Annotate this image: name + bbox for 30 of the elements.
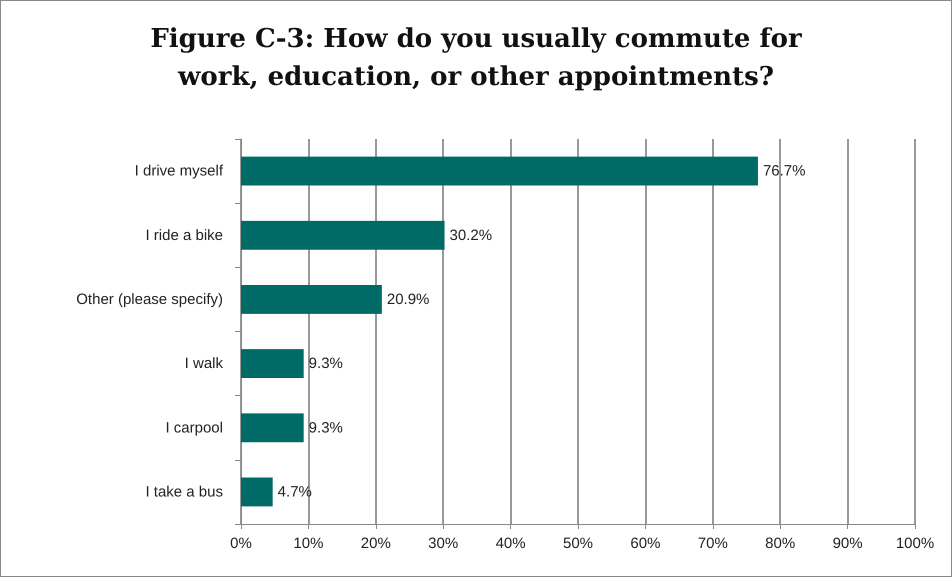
y-tick-label: I ride a bike	[145, 226, 223, 244]
bar	[241, 413, 304, 442]
y-tick-label: I drive myself	[134, 162, 224, 180]
x-tick-label: 80%	[765, 535, 796, 552]
bar	[241, 349, 304, 378]
x-tick-label: 60%	[630, 535, 660, 552]
y-tick-label: I carpool	[165, 419, 223, 436]
x-tick-label: 40%	[496, 535, 526, 552]
data-label: 76.7%	[762, 162, 806, 180]
x-tick-label: 0%	[230, 535, 252, 552]
y-tick-label: Other (please specify)	[76, 290, 223, 308]
data-label: 9.3%	[308, 419, 343, 436]
bar	[241, 156, 758, 186]
y-tick-label: I take a bus	[145, 483, 223, 500]
x-tick-label: 70%	[698, 535, 728, 552]
y-tick-label: I walk	[184, 355, 224, 372]
x-tick-label: 90%	[832, 535, 863, 552]
chart-title: Figure C-3: How do you usually commute for work, education, or other appointments?	[150, 24, 802, 92]
x-tick-label: 100%	[896, 535, 934, 552]
x-tick-label: 30%	[428, 535, 458, 552]
data-label: 20.9%	[386, 290, 430, 308]
data-label: 30.2%	[450, 226, 492, 244]
x-tick-label: 50%	[562, 535, 594, 552]
bar	[241, 220, 445, 250]
data-label: 9.3%	[308, 355, 343, 372]
x-tick-label: 10%	[293, 535, 324, 552]
data-label: 4.7%	[278, 483, 312, 500]
x-tick-label: 20%	[360, 535, 391, 552]
bar	[241, 477, 273, 506]
bar	[241, 284, 382, 314]
